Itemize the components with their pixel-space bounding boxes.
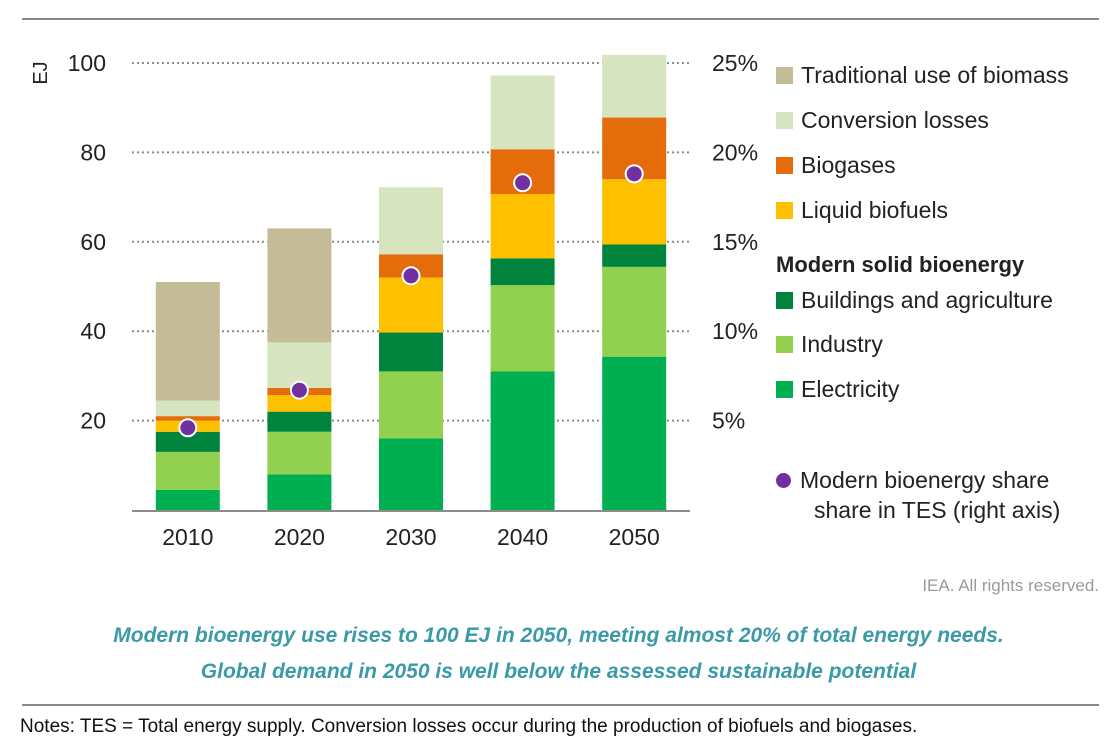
legend-item-buildings: Buildings and agriculture	[776, 285, 1053, 315]
bar-segment	[602, 54, 667, 118]
bar-segment	[490, 193, 555, 259]
bar-segment	[379, 277, 443, 333]
legend-swatch	[776, 335, 793, 353]
legend-item-conversion-losses: Conversion losses	[776, 105, 989, 135]
legend-label: Traditional use of biomass	[801, 61, 1069, 88]
bars	[155, 54, 667, 510]
bar-segment	[490, 285, 555, 372]
share-marker	[401, 266, 421, 286]
bar-segment	[602, 244, 667, 267]
legend-label: Electricity	[801, 375, 900, 402]
x-tick-label: 2020	[274, 524, 325, 550]
bar-segment	[490, 75, 555, 150]
share-marker	[289, 380, 309, 400]
caption-line-2: Global demand in 2050 is well below the …	[200, 660, 917, 683]
axes: 100 80 60 40 20 25% 20% 15% 10% 5% EJ 2010 2020 2030 2…	[30, 50, 758, 550]
y-tick-label: 40	[80, 318, 106, 344]
bar-segment	[490, 258, 555, 286]
bar-segment	[267, 431, 332, 475]
bar-segment	[379, 438, 443, 510]
y2-tick-label: 10%	[712, 318, 758, 344]
bar-segment	[155, 282, 220, 401]
y2-tick-label: 25%	[712, 50, 758, 76]
legend-label: Modern bioenergy share	[800, 467, 1050, 493]
legend-item-traditional: Traditional use of biomass	[776, 60, 1069, 90]
legend-label: Industry	[801, 330, 883, 357]
share-marker	[513, 173, 533, 193]
bioenergy-chart: 100 80 60 40 20 25% 20% 15% 10% 5% EJ 2010 2020 2030 2…	[30, 50, 758, 550]
share-marker	[624, 164, 644, 184]
bottom-rule	[22, 704, 1099, 706]
legend-label: Biogases	[801, 151, 896, 178]
bar-segment	[267, 228, 332, 343]
y-tick-label: 20	[80, 408, 106, 434]
legend-label: Buildings and agriculture	[801, 286, 1053, 313]
legend-group-heading: Modern solid bioenergy	[776, 252, 1025, 277]
y-tick-label: 100	[68, 50, 106, 76]
legend-item-industry: Industry	[776, 329, 883, 359]
share-markers	[178, 164, 644, 438]
share-marker	[178, 418, 198, 438]
y-axis-label: EJ	[30, 61, 52, 84]
bar-segment	[267, 395, 332, 412]
bar-segment	[602, 179, 667, 245]
legend-item-biogases: Biogases	[776, 150, 896, 180]
bar-segment	[379, 254, 443, 278]
caption-line-1: Modern bioenergy use rises to 100 EJ in …	[113, 624, 1004, 647]
legend-label: Liquid biofuels	[801, 196, 949, 223]
legend-item-liquid-biofuels: Liquid biofuels	[776, 195, 948, 225]
notes: Notes: TES = Total energy supply. Conver…	[20, 716, 918, 737]
legend-label: Conversion losses	[801, 106, 989, 133]
bar-segment	[490, 371, 555, 510]
legend-marker	[776, 472, 791, 488]
legend-swatch	[776, 291, 793, 309]
legend-swatch	[776, 111, 793, 129]
legend-swatch	[776, 156, 793, 174]
y2-tick-label: 5%	[712, 408, 745, 434]
x-tick-label: 2040	[497, 524, 548, 550]
credit: IEA. All rights reserved.	[922, 576, 1099, 595]
bar-segment	[267, 411, 332, 432]
x-tick-label: 2030	[385, 524, 436, 550]
y2-tick-label: 15%	[712, 229, 758, 255]
grid-lines	[132, 62, 690, 422]
bar-segment	[155, 400, 220, 417]
legend-swatch	[776, 380, 793, 398]
bar-segment	[602, 266, 667, 357]
bar-segment	[267, 474, 332, 510]
y2-tick-label: 20%	[712, 139, 758, 165]
bar-segment	[379, 371, 443, 439]
x-tick-label: 2050	[609, 524, 660, 550]
bar-segment	[602, 356, 667, 510]
bar-segment	[267, 342, 332, 388]
bar-segment	[379, 332, 443, 372]
y-tick-label: 60	[80, 229, 106, 255]
bar-segment	[155, 431, 220, 452]
legend-item-share: Modern bioenergy share share in TES (rig…	[776, 465, 1060, 525]
legend-item-electricity: Electricity	[776, 374, 899, 404]
legend-swatch	[776, 201, 793, 219]
bar-segment	[379, 187, 443, 255]
legend-label-line2: share in TES (right axis)	[814, 497, 1061, 523]
y-tick-label: 80	[80, 139, 106, 165]
x-tick-label: 2010	[162, 524, 213, 550]
bar-segment	[155, 489, 220, 510]
top-rule	[22, 18, 1099, 20]
legend-swatch	[776, 66, 793, 84]
bar-segment	[155, 451, 220, 490]
